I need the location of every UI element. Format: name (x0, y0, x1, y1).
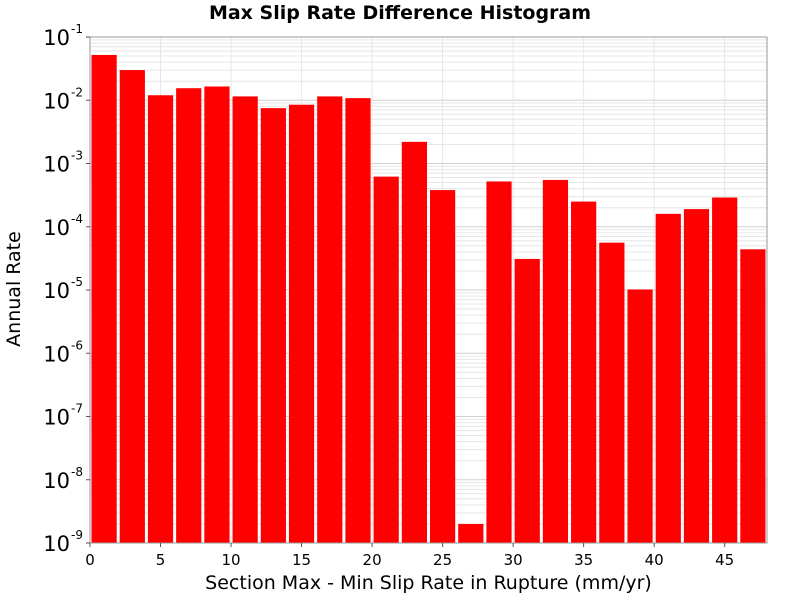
y-tick-label-exponent: -1 (71, 22, 83, 36)
y-tick-label-exponent: -7 (71, 402, 83, 416)
x-tick-label: 5 (156, 551, 166, 569)
y-tick-label-base: 10 (43, 279, 70, 303)
histogram-bar (147, 95, 174, 543)
x-tick-label: 25 (433, 551, 452, 569)
y-tick-label-base: 10 (43, 469, 70, 493)
histogram-bar (683, 209, 710, 543)
y-tick-label-exponent: -5 (71, 275, 83, 289)
y-tick-label-base: 10 (43, 216, 70, 240)
x-axis-label: Section Max - Min Slip Rate in Rupture (… (205, 572, 652, 594)
x-tick-label: 15 (292, 551, 311, 569)
y-tick-label-base: 10 (43, 342, 70, 366)
histogram-bar (458, 523, 484, 543)
histogram-bar (542, 179, 569, 543)
histogram-bar (204, 86, 230, 543)
histogram-bar (486, 181, 512, 544)
y-tick-label-base: 10 (43, 406, 70, 430)
y-tick-label-base: 10 (43, 532, 70, 556)
histogram-bar (740, 249, 766, 543)
histogram-bar (655, 213, 681, 543)
x-tick-label: 0 (85, 551, 95, 569)
histogram-bar (514, 258, 540, 543)
y-tick-label-base: 10 (43, 153, 70, 177)
y-axis-label: Annual Rate (3, 231, 25, 347)
histogram-bar (430, 190, 456, 544)
histogram-bar (119, 70, 145, 543)
y-tick-label-base: 10 (43, 26, 70, 50)
x-tick-label: 45 (715, 551, 734, 569)
y-tick-label-exponent: -6 (71, 338, 83, 352)
histogram-bar (176, 88, 202, 543)
y-tick-label-base: 10 (43, 89, 70, 113)
histogram-bar (712, 197, 738, 543)
histogram-bar (260, 108, 286, 543)
y-tick-label-exponent: -4 (71, 212, 83, 226)
y-tick-label-exponent: -8 (71, 465, 83, 479)
histogram-bar (571, 201, 597, 543)
histogram-bar (599, 242, 625, 543)
x-tick-label: 10 (221, 551, 240, 569)
x-tick-label: 20 (363, 551, 382, 569)
histogram-bar (91, 54, 117, 543)
y-tick-label-exponent: -2 (71, 85, 83, 99)
y-tick-label-exponent: -3 (71, 149, 83, 163)
histogram-bar (627, 289, 653, 543)
histogram-bar (288, 104, 315, 543)
histogram-bar (401, 141, 427, 543)
x-tick-label: 35 (574, 551, 593, 569)
histogram-bar (232, 96, 258, 543)
chart-title: Max Slip Rate Difference Histogram (208, 2, 592, 24)
histogram-bar (345, 98, 371, 543)
x-tick-label: 30 (504, 551, 523, 569)
histogram-bar (373, 176, 399, 543)
x-tick-label: 40 (645, 551, 664, 569)
histogram-bar (317, 96, 343, 543)
y-tick-label-exponent: -9 (71, 528, 83, 542)
